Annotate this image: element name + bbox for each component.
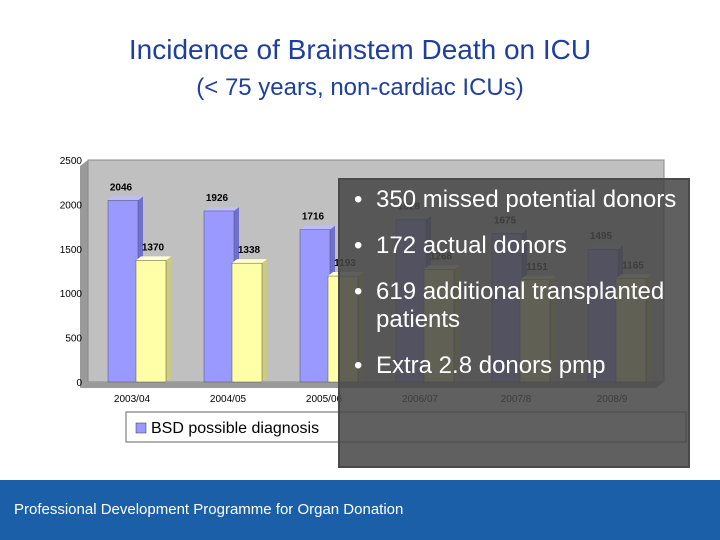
bullet-text: 350 missed potential donors (376, 186, 677, 213)
bullet-text: 619 additional transplanted patients (376, 278, 665, 333)
bar-side (262, 259, 267, 382)
bar-side (166, 256, 171, 382)
summary-box: • 350 missed potential donors • 172 actual… (338, 178, 690, 468)
slide-subtitle: (< 75 years, non-cardiac ICUs) (196, 74, 524, 101)
y-tick-label: 2000 (60, 200, 83, 211)
bullet-text: Extra 2.8 donors pmp (376, 352, 606, 379)
footer-bar: Professional Development Programme for O… (0, 480, 720, 540)
y-tick-label: 0 (76, 378, 82, 389)
bar (299, 229, 331, 383)
legend-swatch (135, 422, 147, 434)
data-label: 1370 (142, 242, 165, 253)
bar-top (108, 196, 143, 201)
data-label: 1926 (206, 193, 229, 204)
bar (203, 210, 235, 383)
data-label: 1716 (302, 212, 325, 223)
bullet-text: 172 actual donors (376, 232, 567, 259)
x-tick-label: 2003/04 (114, 394, 151, 405)
x-tick-label: 2005/06 (306, 394, 343, 405)
data-label: 2046 (110, 182, 133, 193)
x-tick-label: 2004/05 (210, 394, 247, 405)
y-tick-label: 2500 (60, 156, 83, 167)
bar-top (136, 256, 171, 261)
bar (135, 260, 167, 383)
bar (107, 200, 139, 383)
footer-text: Professional Development Programme for O… (14, 501, 404, 518)
bar (231, 262, 263, 383)
slide-title: Incidence of Brainstem Death on ICU (128, 34, 592, 65)
bullet-item: • Extra 2.8 donors pmp (354, 352, 606, 379)
plot-side-wall (80, 160, 88, 388)
y-tick-label: 1000 (60, 289, 83, 300)
data-label: 1338 (238, 245, 261, 256)
bar-top (232, 259, 267, 264)
bullet-item: • 619 additional transplanted patients (354, 278, 665, 333)
legend-label: BSD possible diagnosis (151, 420, 319, 437)
y-tick-label: 1500 (60, 245, 83, 256)
bar-top (204, 206, 239, 211)
bar-top (300, 225, 335, 230)
y-tick-label: 500 (65, 334, 82, 345)
bullet-item: • 350 missed potential donors (354, 186, 677, 213)
bullet-item: • 172 actual donors (354, 232, 567, 259)
